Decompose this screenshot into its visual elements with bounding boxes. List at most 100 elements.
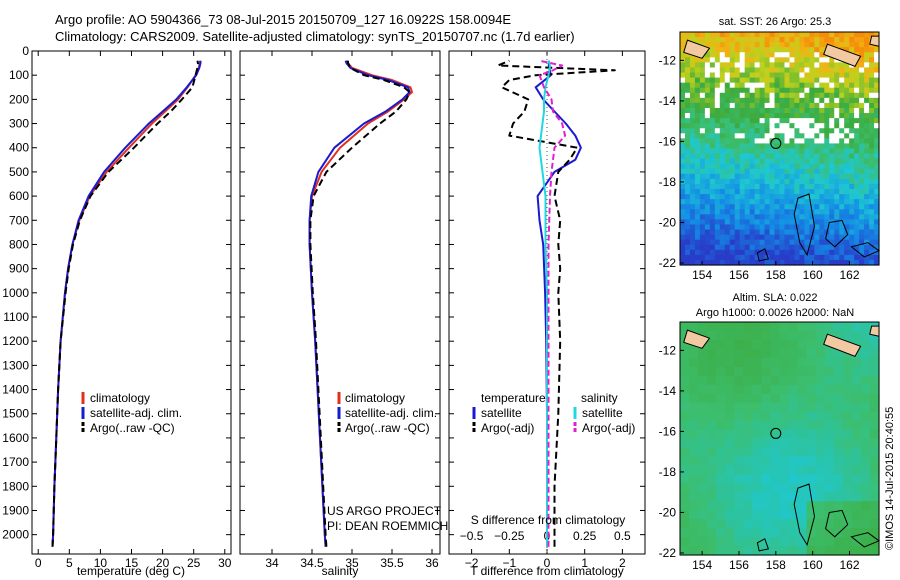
map-cell [739,194,746,200]
map-cell [819,148,825,155]
map-cell [833,375,844,386]
map-cell [797,501,808,511]
map-cell [829,163,835,170]
map-cell [860,393,871,404]
map-cell [819,128,825,134]
map-cell [774,87,781,94]
map-cell [799,178,805,185]
map-cell [684,239,691,246]
map-cell [689,92,696,99]
map-cell [824,528,835,538]
project-note-line-2: PI: DEAN ROEMMICH [327,519,448,533]
map-cell [799,102,805,109]
map-cell [849,118,855,124]
map-cell [834,239,840,246]
map-cell [794,138,800,145]
reef-outline [793,483,816,547]
map-cell [804,168,810,175]
map-cell [754,163,761,170]
map-cell [754,47,761,53]
map-cell [814,113,820,119]
map-cell [709,138,716,145]
map-cell [714,244,721,251]
map-cell [849,87,855,94]
map-cell [779,384,790,395]
map-cell [759,143,766,150]
map-cell [680,47,686,53]
map-cell [734,52,741,58]
map-cell [754,204,761,210]
map-cell [854,143,860,150]
map-cell [680,168,686,175]
map-cell [849,219,855,226]
map-cell [844,32,850,38]
y-tick-label: 900 [9,262,29,276]
map-cell [815,492,826,502]
map-cell [814,249,820,256]
map-cell [804,199,810,205]
map-cell [842,322,853,332]
map-cell [806,510,817,520]
map-cell [734,199,741,205]
map-cell [789,219,796,226]
map-cell [734,77,741,84]
map-cell [759,234,766,241]
map-cell [844,153,850,160]
map-cell [754,209,761,215]
map-cell [729,224,736,231]
map-cell [759,153,766,160]
map-cell [684,234,691,241]
map-cell [744,118,751,124]
map-cell [819,143,825,150]
map-cell [749,82,756,89]
map-cell [699,239,706,246]
map-cell [788,438,799,449]
map-cell [707,474,717,484]
map-cell [794,143,800,150]
map-cell [864,148,870,155]
map-cell [814,107,820,114]
map-cell [725,402,735,413]
map-cell [724,239,731,246]
map-cell [874,138,880,145]
map-cell [754,52,761,58]
map-cell [774,82,781,89]
map-cell [729,92,736,99]
map-cell [844,107,850,114]
map-cell [874,234,880,241]
map-cell [749,153,756,160]
map-cell [814,37,820,43]
map-cell [854,239,860,246]
map-cell [729,153,736,160]
map-cell [819,178,825,185]
map-cell [869,528,880,538]
map-cell [699,229,706,236]
map-cell [834,229,840,236]
map-cell [814,209,820,215]
map-cell [689,259,696,266]
series-t-argo-adj- [497,59,616,547]
map-cell [704,57,711,63]
map-cell [874,254,880,261]
map-cell [729,189,736,195]
map-cell [833,483,844,493]
map-cell [719,107,726,114]
map-cell [779,244,786,251]
map-cell [849,133,855,139]
map-cell [704,148,711,155]
map-cell [789,194,796,200]
x-tick-label: 34 [265,556,279,570]
map-cell [849,194,855,200]
map-cell [824,239,830,246]
map-cell [839,138,845,145]
map-cell [806,501,817,511]
map-cell [699,82,706,89]
x-tick-label: 156 [729,268,749,282]
map-cell [869,97,875,104]
map-cell [689,483,699,493]
y-tick-label: 1300 [2,358,29,372]
map-cell [743,474,753,484]
map-cell [788,537,799,547]
map-cell [734,138,741,145]
map-cell [849,163,855,170]
